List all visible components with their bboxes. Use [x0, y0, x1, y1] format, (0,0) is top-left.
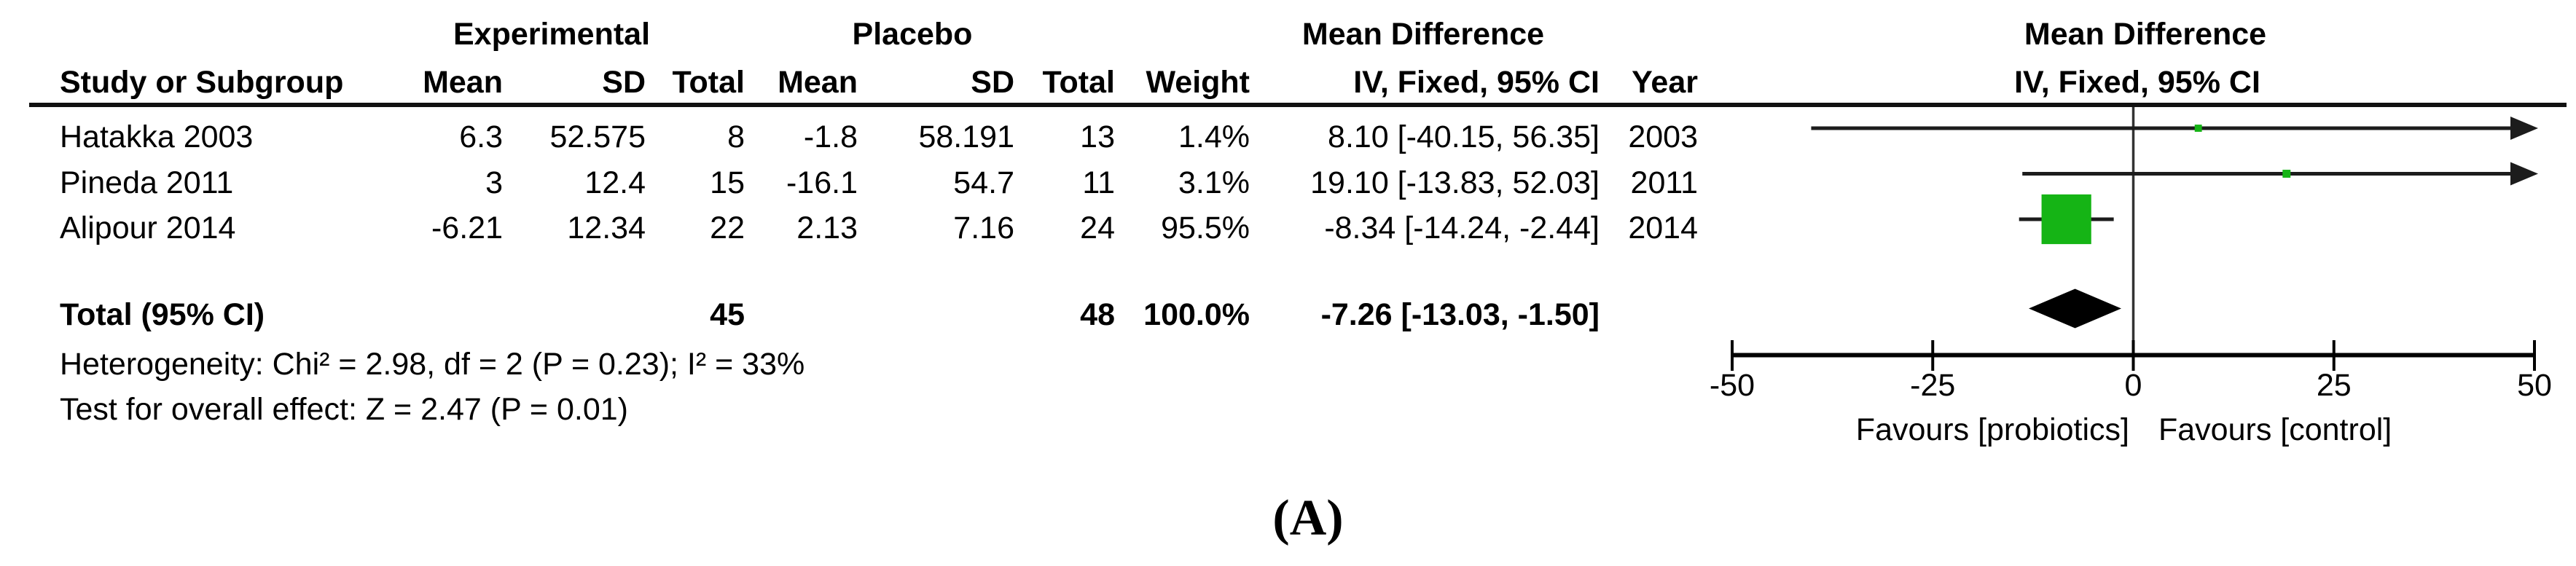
cell-total-placebo: 13	[1080, 119, 1115, 154]
col-header-mean-experimental: Mean	[423, 65, 503, 100]
cell-sd-experimental: 52.575	[549, 119, 646, 154]
x-axis-tick-label: 50	[2517, 368, 2552, 403]
cell-mean-placebo: 2.13	[796, 211, 858, 245]
ci-arrow-right	[2510, 117, 2538, 140]
col-header-mean-placebo: Mean	[778, 65, 858, 100]
cell-sd-placebo: 7.16	[953, 211, 1014, 245]
cell-sd-experimental: 12.4	[584, 165, 646, 200]
overall-effect-note: Test for overall effect: Z = 2.47 (P = 0…	[60, 392, 628, 427]
group-header-experimental: Experimental	[453, 17, 651, 52]
summary-diamond	[2029, 288, 2121, 329]
cell-ci: 19.10 [-13.83, 52.03]	[1310, 165, 1600, 200]
cell-total-placebo: 24	[1080, 211, 1115, 245]
total-experimental-n: 45	[710, 297, 745, 332]
cell-sd-placebo: 54.7	[953, 165, 1014, 200]
col-header-weight: Weight	[1146, 65, 1250, 100]
x-axis-tick-label: -50	[1710, 368, 1755, 403]
cell-total-experimental: 15	[710, 165, 745, 200]
cell-mean-placebo: -16.1	[786, 165, 858, 200]
cell-mean-experimental: 6.3	[459, 119, 503, 154]
study-name: Hatakka 2003	[60, 119, 254, 154]
x-axis-tick-label: 25	[2317, 368, 2352, 403]
total-ci: -7.26 [-13.03, -1.50]	[1320, 297, 1600, 332]
cell-sd-placebo: 58.191	[918, 119, 1014, 154]
ci-arrow-right	[2510, 162, 2538, 186]
col-header-sd-placebo: SD	[971, 65, 1014, 100]
x-axis-tick-label: -25	[1910, 368, 1955, 403]
study-name: Pineda 2011	[60, 165, 234, 200]
col-header-ci: IV, Fixed, 95% CI	[1353, 65, 1600, 100]
cell-mean-experimental: -6.21	[431, 211, 503, 245]
total-weight: 100.0%	[1143, 297, 1250, 332]
col-header-sd-experimental: SD	[602, 65, 646, 100]
cell-year: 2003	[1628, 119, 1698, 154]
col-header-study: Study or Subgroup	[60, 65, 344, 100]
cell-mean-placebo: -1.8	[803, 119, 858, 154]
x-axis-tick-label: 0	[2125, 368, 2142, 403]
total-row-label: Total (95% CI)	[60, 297, 265, 332]
cell-weight: 1.4%	[1178, 119, 1250, 154]
group-header-mean-difference-plot: Mean Difference	[2024, 17, 2267, 52]
cell-weight: 3.1%	[1178, 165, 1250, 200]
cell-year: 2014	[1628, 211, 1698, 245]
favours-left-label: Favours [probiotics]	[1855, 412, 2129, 447]
total-placebo-n: 48	[1080, 297, 1115, 332]
cell-ci: 8.10 [-40.15, 56.35]	[1328, 119, 1600, 154]
weight-square	[2194, 125, 2202, 132]
col-header-total-experimental: Total	[672, 65, 745, 100]
figure-panel-label: (A)	[1272, 490, 1344, 546]
study-name: Alipour 2014	[60, 211, 236, 245]
col-header-total-placebo: Total	[1042, 65, 1115, 100]
header-separator-line	[29, 103, 2567, 107]
cell-mean-experimental: 3	[485, 165, 503, 200]
heterogeneity-note: Heterogeneity: Chi² = 2.98, df = 2 (P = …	[60, 347, 805, 382]
cell-total-experimental: 8	[727, 119, 745, 154]
col-header-year: Year	[1632, 65, 1698, 100]
cell-total-placebo: 11	[1082, 165, 1115, 200]
cell-ci: -8.34 [-14.24, -2.44]	[1324, 211, 1600, 245]
cell-year: 2011	[1630, 165, 1698, 200]
weight-square	[2041, 194, 2091, 245]
favours-right-label: Favours [control]	[2158, 412, 2392, 447]
weight-square	[2282, 170, 2291, 178]
group-header-placebo: Placebo	[852, 17, 973, 52]
cell-sd-experimental: 12.34	[567, 211, 646, 245]
col-header-ci-plot: IV, Fixed, 95% CI	[2014, 65, 2260, 100]
cell-total-experimental: 22	[710, 211, 745, 245]
group-header-mean-difference: Mean Difference	[1301, 17, 1545, 52]
cell-weight: 95.5%	[1161, 211, 1250, 245]
